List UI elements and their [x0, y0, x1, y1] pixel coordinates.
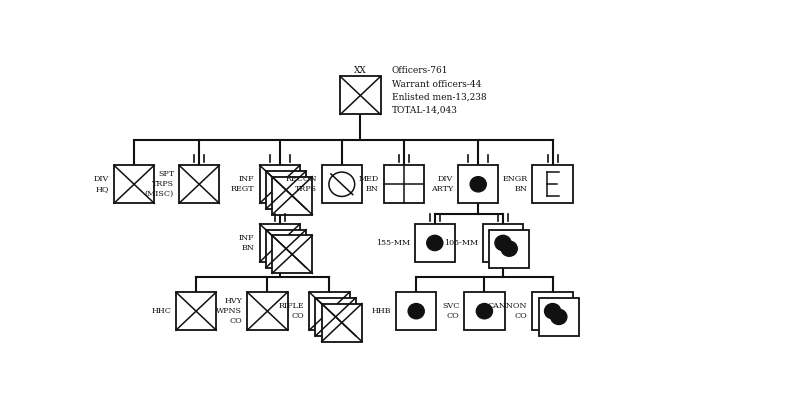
Bar [247, 292, 287, 330]
Text: HVY
WPNS
CO: HVY WPNS CO [216, 297, 242, 325]
Ellipse shape [426, 235, 443, 250]
Ellipse shape [550, 309, 567, 325]
Bar [260, 165, 300, 203]
Ellipse shape [545, 304, 561, 319]
Bar [310, 292, 350, 330]
Text: HHC: HHC [151, 307, 171, 315]
Text: 155-MM: 155-MM [375, 239, 410, 247]
Text: INF
REGT: INF REGT [231, 176, 254, 193]
Text: ENGR
BN: ENGR BN [502, 176, 527, 193]
Ellipse shape [408, 304, 424, 319]
Ellipse shape [495, 235, 511, 250]
Text: RIFLE
CO: RIFLE CO [278, 302, 304, 320]
Bar [464, 292, 505, 330]
Bar [322, 165, 362, 203]
Bar [114, 165, 154, 203]
Text: Officers-761
Warrant officers-44
Enlisted men-13,238
TOTAL-14,043: Officers-761 Warrant officers-44 Enliste… [392, 66, 486, 115]
Bar [396, 292, 436, 330]
Text: HHB: HHB [371, 307, 391, 315]
Bar [483, 224, 523, 262]
Ellipse shape [501, 241, 518, 256]
Bar [538, 298, 579, 336]
Text: RECON
TRPS: RECON TRPS [285, 176, 317, 193]
Ellipse shape [470, 177, 486, 192]
Text: 105-MM: 105-MM [444, 239, 478, 247]
Text: SVC
CO: SVC CO [442, 302, 459, 320]
Bar [260, 224, 300, 262]
Text: DIV
HQ: DIV HQ [94, 176, 109, 193]
Bar [176, 292, 216, 330]
Bar [322, 304, 362, 342]
Bar [179, 165, 219, 203]
Text: XX: XX [354, 66, 366, 75]
Bar [315, 298, 356, 336]
Bar [384, 165, 424, 203]
Bar [266, 229, 306, 268]
Text: SPT
TRPS
(MISC): SPT TRPS (MISC) [145, 171, 174, 198]
Bar [340, 76, 381, 115]
Bar [266, 171, 306, 209]
Bar [533, 165, 573, 203]
Bar [533, 292, 573, 330]
Text: DIV
ARTY: DIV ARTY [430, 176, 453, 193]
Ellipse shape [476, 304, 493, 319]
Bar [272, 177, 312, 215]
Text: MED
BN: MED BN [358, 176, 378, 193]
Text: INF
BN: INF BN [239, 234, 254, 252]
Text: CANNON
CO: CANNON CO [488, 302, 527, 320]
Bar [458, 165, 498, 203]
Bar [272, 235, 312, 274]
Bar [414, 224, 455, 262]
Bar [489, 229, 530, 268]
